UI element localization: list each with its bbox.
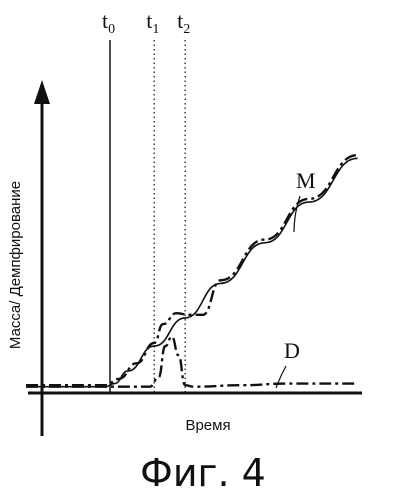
series-line-2 bbox=[26, 337, 358, 387]
curve-label-D: D bbox=[284, 338, 300, 363]
y-axis-label: Масса/ Демпфирование bbox=[7, 181, 24, 349]
labels-group: MD bbox=[276, 168, 316, 388]
marker-label-t2: t2 bbox=[177, 8, 190, 37]
y-axis-arrow bbox=[34, 80, 50, 104]
curve-label-M: M bbox=[296, 168, 316, 193]
marker-label-t0: t0 bbox=[102, 8, 115, 37]
marker-label-t1: t1 bbox=[146, 8, 159, 37]
figure-caption: Фиг. 4 bbox=[140, 451, 266, 495]
axes bbox=[28, 80, 362, 436]
x-axis-label: Время bbox=[185, 417, 230, 434]
time-markers: t0 t1 t2 bbox=[102, 8, 190, 393]
